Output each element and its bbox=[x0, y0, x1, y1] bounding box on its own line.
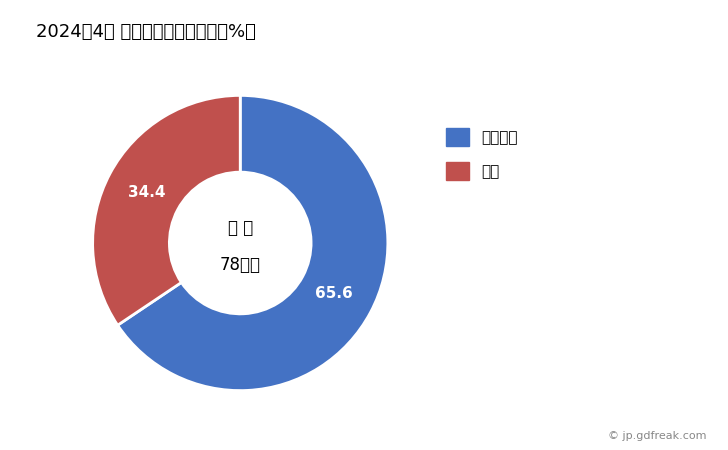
Text: 34.4: 34.4 bbox=[127, 185, 165, 201]
Text: © jp.gdfreak.com: © jp.gdfreak.com bbox=[608, 431, 706, 441]
Wedge shape bbox=[118, 95, 388, 391]
Text: 78万円: 78万円 bbox=[220, 256, 261, 274]
Text: 2024年4月 輸出相手国のシェア（%）: 2024年4月 輸出相手国のシェア（%） bbox=[36, 22, 256, 40]
Wedge shape bbox=[92, 95, 240, 325]
Text: 総 額: 総 額 bbox=[228, 219, 253, 237]
Text: 65.6: 65.6 bbox=[315, 285, 353, 301]
Legend: ベトナム, 中国: ベトナム, 中国 bbox=[440, 122, 523, 186]
